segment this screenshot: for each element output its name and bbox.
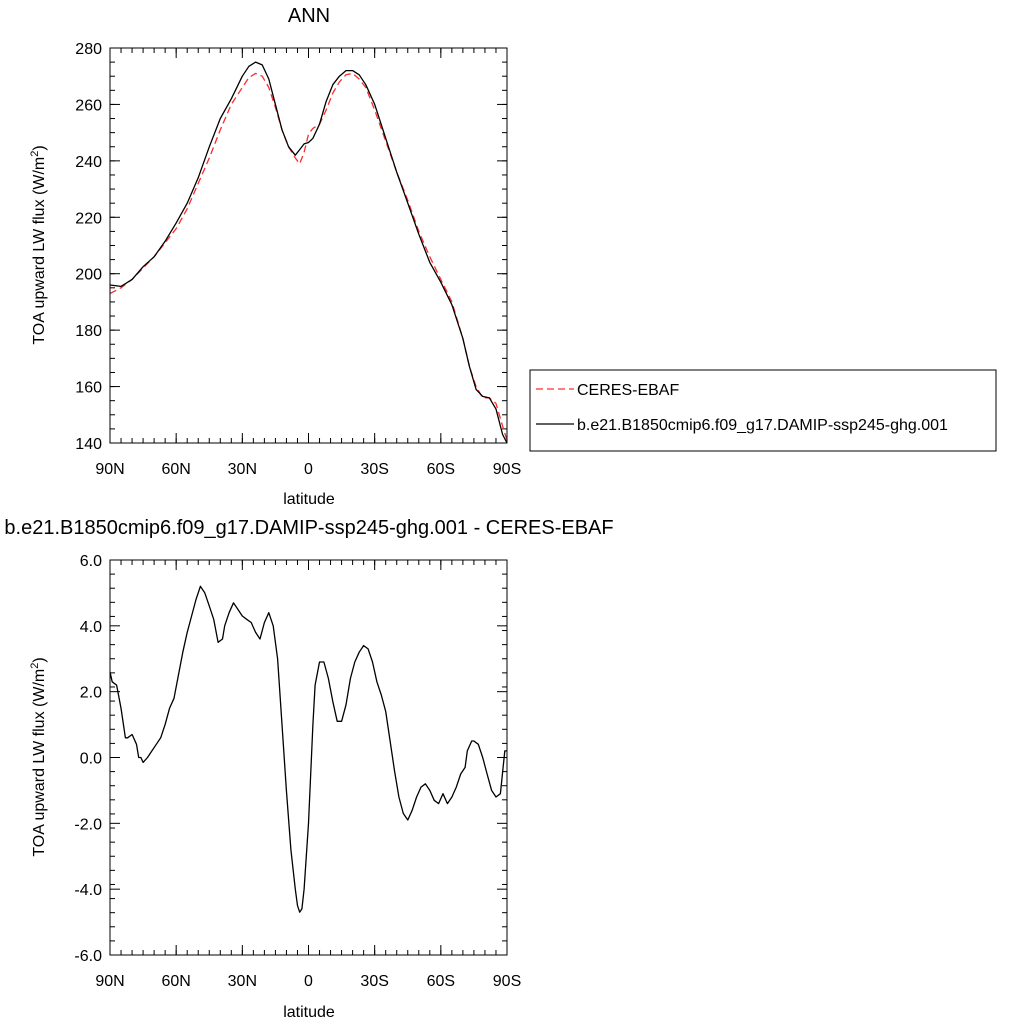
- x-tick-label: 90N: [95, 973, 124, 990]
- y-tick-label: 280: [75, 41, 102, 58]
- y-tick-label: -6.0: [74, 948, 102, 965]
- top-panel-y-axis-label-close: ): [31, 145, 48, 150]
- y-tick-label: 240: [75, 154, 102, 171]
- x-tick-label: 0: [304, 461, 313, 478]
- y-tick-label: 2.0: [80, 685, 102, 702]
- x-tick-label: 90S: [493, 461, 521, 478]
- x-tick-label: 30N: [228, 973, 257, 990]
- y-tick-label: 6.0: [80, 553, 102, 570]
- top-panel: ANN 90N 60N 30N 0 30S 60S 90S 140 160 180 200 220 24…: [29, 5, 521, 508]
- series-line-ceres-ebaf: [109, 72, 508, 441]
- bottom-panel-y-axis-label: TOA upward LW flux (W/m2): [29, 657, 48, 856]
- y-tick-label: 180: [75, 323, 102, 340]
- bottom-panel-y-axis-label-sup: 2: [29, 663, 41, 669]
- top-panel-frame: [109, 47, 508, 444]
- legend: CERES-EBAF b.e21.B1850cmip6.f09_g17.DAMI…: [529, 369, 997, 452]
- x-tick-label: 60S: [427, 973, 455, 990]
- top-panel-y-axis-label-sup: 2: [29, 151, 41, 157]
- legend-label-model: b.e21.B1850cmip6.f09_g17.DAMIP-ssp245-gh…: [577, 417, 948, 434]
- bottom-panel-series: [109, 585, 507, 913]
- y-tick-label: 0.0: [80, 751, 102, 768]
- top-panel-series: [109, 61, 508, 444]
- y-tick-label: 160: [75, 380, 102, 397]
- x-tick-label: 90N: [95, 461, 124, 478]
- top-panel-y-axis-label: TOA upward LW flux (W/m2): [29, 145, 48, 344]
- series-line-difference: [109, 585, 507, 913]
- x-tick-label: 60S: [427, 461, 455, 478]
- y-tick-label: 260: [75, 97, 102, 114]
- x-tick-label: 60N: [161, 461, 190, 478]
- series-line-b-e21-b1850cmip6-f09-g17-damip-ssp245-ghg-001: [109, 61, 508, 444]
- y-tick-label: 200: [75, 267, 102, 284]
- legend-box: [529, 369, 997, 452]
- top-panel-x-axis-label: latitude: [283, 491, 335, 508]
- y-tick-label: 220: [75, 210, 102, 227]
- y-tick-label: -2.0: [74, 816, 102, 833]
- bottom-panel-title: b.e21.B1850cmip6.f09_g17.DAMIP-ssp245-gh…: [4, 517, 613, 539]
- bottom-panel-y-axis-label-close: ): [31, 657, 48, 662]
- legend-label-ceres-ebaf: CERES-EBAF: [577, 382, 679, 399]
- x-tick-label: 60N: [161, 973, 190, 990]
- x-tick-label: 30N: [228, 461, 257, 478]
- x-tick-label: 0: [304, 973, 313, 990]
- top-panel-title: ANN: [288, 5, 330, 27]
- x-tick-label: 30S: [360, 973, 388, 990]
- y-tick-label: 4.0: [80, 619, 102, 636]
- y-tick-label: -4.0: [74, 882, 102, 899]
- y-tick-label: 140: [75, 436, 102, 453]
- bottom-panel-frame: [109, 559, 508, 956]
- bottom-panel-ticks: 90N 60N 30N 0 30S 60S 90S -6.0 -4.0 -2.0 0.0 2.0 4.0…: [74, 553, 521, 990]
- x-tick-label: 90S: [493, 973, 521, 990]
- bottom-panel-x-axis-label: latitude: [283, 1004, 335, 1021]
- x-tick-label: 30S: [360, 461, 388, 478]
- bottom-panel: b.e21.B1850cmip6.f09_g17.DAMIP-ssp245-gh…: [4, 517, 613, 1021]
- top-panel-ticks: 90N 60N 30N 0 30S 60S 90S 140 160 180 200 220 240 260…: [75, 41, 521, 478]
